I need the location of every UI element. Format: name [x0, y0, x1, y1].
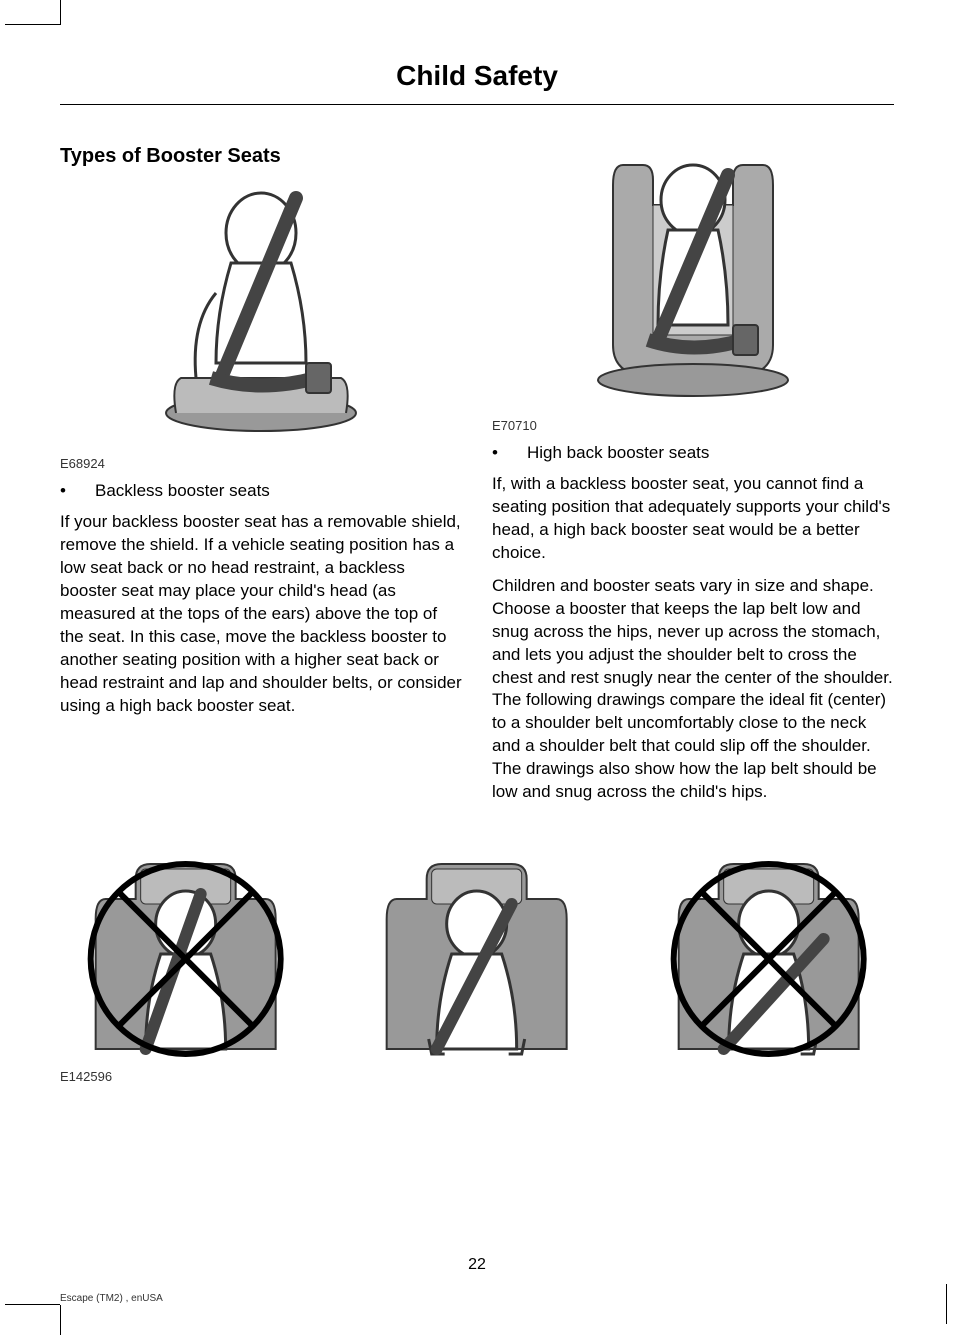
bullet-marker: • — [492, 443, 527, 463]
body-text-left: If your backless booster seat has a remo… — [60, 511, 462, 717]
content-columns: Types of Booster Seats — [60, 145, 894, 814]
backless-booster-figure — [60, 183, 462, 448]
fit-diagram-wrong-shoulder — [643, 839, 894, 1064]
backless-booster-icon — [121, 183, 401, 443]
footer-text: Escape (TM2) , enUSA — [60, 1293, 163, 1304]
left-column: Types of Booster Seats — [60, 145, 462, 814]
fit-diagram-correct — [351, 839, 602, 1064]
figure-label-left: E68924 — [60, 456, 462, 471]
fit-diagram-wrong-neck — [60, 839, 311, 1064]
bullet-text: High back booster seats — [527, 443, 709, 463]
bullet-marker: • — [60, 481, 95, 501]
highback-booster-figure — [492, 145, 894, 410]
page-number: 22 — [0, 1256, 954, 1274]
bullet-text: Backless booster seats — [95, 481, 270, 501]
bullet-backless: • Backless booster seats — [60, 481, 462, 501]
belt-fit-comparison-figure: E142596 — [60, 839, 894, 1084]
chapter-title: Child Safety — [60, 60, 894, 105]
section-heading: Types of Booster Seats — [60, 145, 462, 168]
highback-booster-icon — [553, 145, 833, 405]
figure-label-bottom: E142596 — [60, 1069, 894, 1084]
triple-diagram-row — [60, 839, 894, 1064]
right-column: E70710 • High back booster seats If, wit… — [492, 145, 894, 814]
figure-label-right: E70710 — [492, 418, 894, 433]
page-container: Child Safety Types of Booster Seats — [0, 0, 954, 1329]
bullet-highback: • High back booster seats — [492, 443, 894, 463]
body-text-right-2: Children and booster seats vary in size … — [492, 575, 894, 804]
body-text-right-1: If, with a backless booster seat, you ca… — [492, 473, 894, 565]
